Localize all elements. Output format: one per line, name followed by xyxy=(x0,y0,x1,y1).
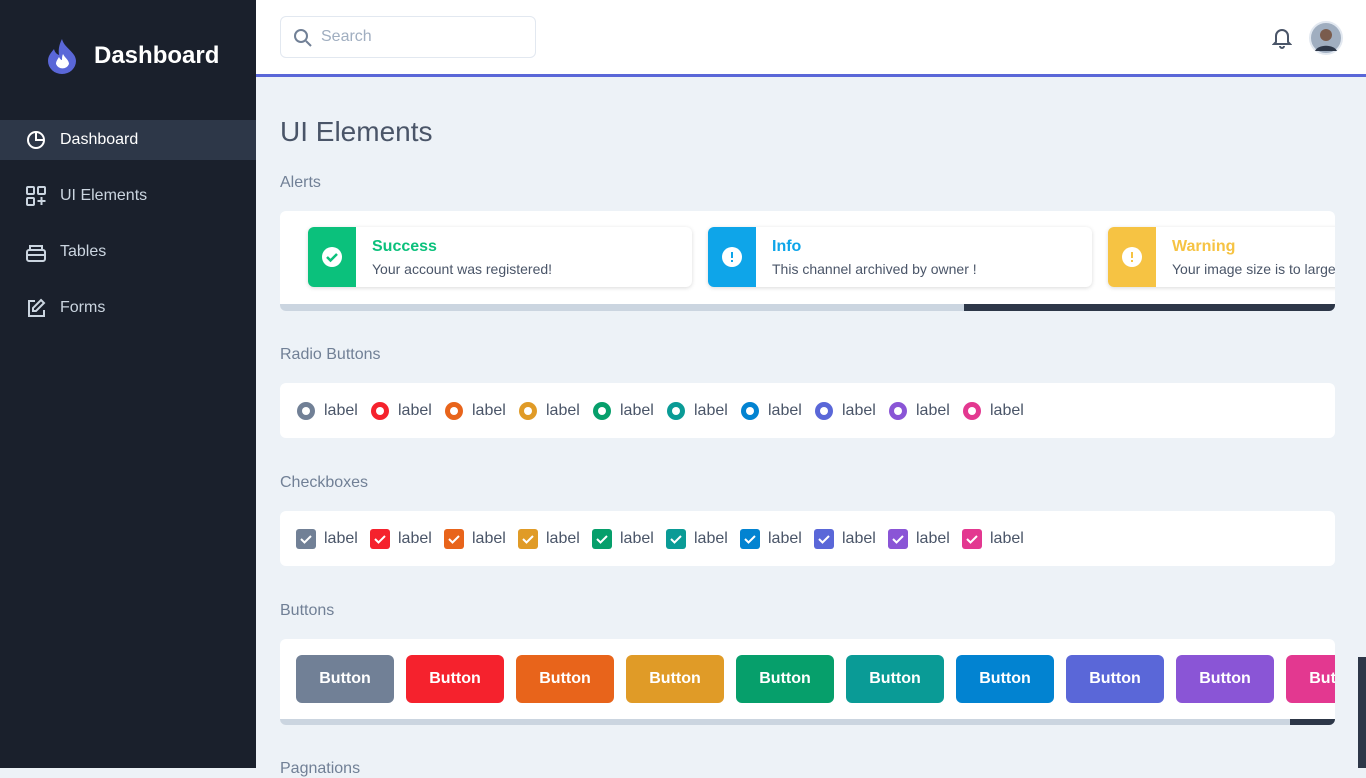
radio-label: label xyxy=(398,402,432,419)
button[interactable]: Button xyxy=(736,655,834,703)
page-title: UI Elements xyxy=(280,116,433,147)
checkbox-option[interactable]: label xyxy=(888,511,950,566)
checkbox-label: label xyxy=(398,530,432,547)
checkbox-option[interactable]: label xyxy=(592,511,654,566)
alert-title: Success xyxy=(372,238,437,255)
checkbox-option[interactable]: label xyxy=(962,511,1024,566)
search-placeholder: Search xyxy=(321,28,372,45)
page-scrollbar[interactable] xyxy=(1358,657,1366,768)
checkbox-option[interactable]: label xyxy=(444,511,506,566)
radio-option[interactable]: label xyxy=(444,383,506,438)
checkbox-option[interactable]: label xyxy=(666,511,728,566)
buttons-card: Button Button Button Button Button Button Butt… xyxy=(280,639,1335,725)
section-title: Checkboxes xyxy=(280,474,369,491)
scroll-thumb[interactable] xyxy=(964,304,1335,311)
radio-option[interactable]: label xyxy=(888,383,950,438)
radio-option[interactable]: label xyxy=(962,383,1024,438)
checkbox-label: label xyxy=(620,530,654,547)
checkbox-label: label xyxy=(842,530,876,547)
button[interactable]: Button xyxy=(1286,655,1335,703)
radio-card: label label label label label label label label… xyxy=(280,383,1335,438)
button[interactable]: Button xyxy=(1066,655,1164,703)
nav-item[interactable]: UI Elements xyxy=(0,176,256,216)
alert-title: Warning xyxy=(1172,238,1236,255)
button[interactable]: Button xyxy=(626,655,724,703)
nav-label: Tables xyxy=(60,243,107,260)
radio-label: label xyxy=(768,402,802,419)
alert-message: Your account was registered! xyxy=(372,261,553,277)
alert: Warning Your image size is to large xyxy=(1108,227,1335,287)
checkbox-label: label xyxy=(472,530,506,547)
scroll-thumb[interactable] xyxy=(1290,719,1335,725)
radio-option[interactable]: label xyxy=(666,383,728,438)
section-title: Radio Buttons xyxy=(280,346,381,363)
nav-item[interactable]: Forms xyxy=(0,288,256,328)
alert-title: Info xyxy=(772,238,802,255)
nav-label: Forms xyxy=(60,299,106,316)
scroll-track xyxy=(280,304,1335,311)
radio-label: label xyxy=(472,402,506,419)
checkbox-label: label xyxy=(546,530,580,547)
radio-label: label xyxy=(546,402,580,419)
scroll-track xyxy=(280,719,1335,725)
checkbox-label: label xyxy=(916,530,950,547)
alert: Success Your account was registered! xyxy=(308,227,692,287)
bell-icon[interactable] xyxy=(1272,27,1292,49)
alert: Info This channel archived by owner ! xyxy=(708,227,1092,287)
checkbox-option[interactable]: label xyxy=(518,511,580,566)
avatar[interactable] xyxy=(1309,21,1343,55)
radio-label: label xyxy=(694,402,728,419)
checkbox-label: label xyxy=(990,530,1024,547)
radio-label: label xyxy=(990,402,1024,419)
brand: Dashboard xyxy=(94,42,220,69)
nav-item[interactable]: Tables xyxy=(0,232,256,272)
checkbox-option[interactable]: label xyxy=(370,511,432,566)
radio-option[interactable]: label xyxy=(592,383,654,438)
sidebar: Dashboard Dashboard UI Elements Tables F… xyxy=(0,0,256,768)
radio-label: label xyxy=(842,402,876,419)
checkbox-label: label xyxy=(694,530,728,547)
alert-icon xyxy=(1108,227,1156,287)
radio-option[interactable]: label xyxy=(740,383,802,438)
alert-message: Your image size is to large xyxy=(1172,261,1335,277)
alert-icon xyxy=(308,227,356,287)
button[interactable]: Button xyxy=(956,655,1054,703)
logo xyxy=(48,39,76,74)
button[interactable]: Button xyxy=(846,655,944,703)
checkbox-card: label label label label label label label label… xyxy=(280,511,1335,566)
search-box[interactable]: Search xyxy=(280,16,536,58)
checkbox-option[interactable]: label xyxy=(740,511,802,566)
button[interactable]: Button xyxy=(1176,655,1274,703)
alert-message: This channel archived by owner ! xyxy=(772,261,977,277)
header: Search xyxy=(256,0,1366,77)
radio-option[interactable]: label xyxy=(296,383,358,438)
checkbox-label: label xyxy=(324,530,358,547)
checkbox-option[interactable]: label xyxy=(296,511,358,566)
radio-option[interactable]: label xyxy=(518,383,580,438)
alerts-card: Success Your account was registered! Info T… xyxy=(280,211,1335,311)
button[interactable]: Button xyxy=(296,655,394,703)
radio-option[interactable]: label xyxy=(370,383,432,438)
nav-item[interactable]: Dashboard xyxy=(0,120,256,160)
checkbox-option[interactable]: label xyxy=(814,511,876,566)
section-title: Buttons xyxy=(280,602,335,619)
radio-option[interactable]: label xyxy=(814,383,876,438)
button[interactable]: Button xyxy=(516,655,614,703)
radio-label: label xyxy=(916,402,950,419)
alert-icon xyxy=(708,227,756,287)
nav-label: UI Elements xyxy=(60,187,148,204)
section-title: Alerts xyxy=(280,174,321,191)
button[interactable]: Button xyxy=(406,655,504,703)
nav-label: Dashboard xyxy=(60,131,139,148)
radio-label: label xyxy=(324,402,358,419)
checkbox-label: label xyxy=(768,530,802,547)
section-title: Pagnations xyxy=(280,760,361,777)
radio-label: label xyxy=(620,402,654,419)
